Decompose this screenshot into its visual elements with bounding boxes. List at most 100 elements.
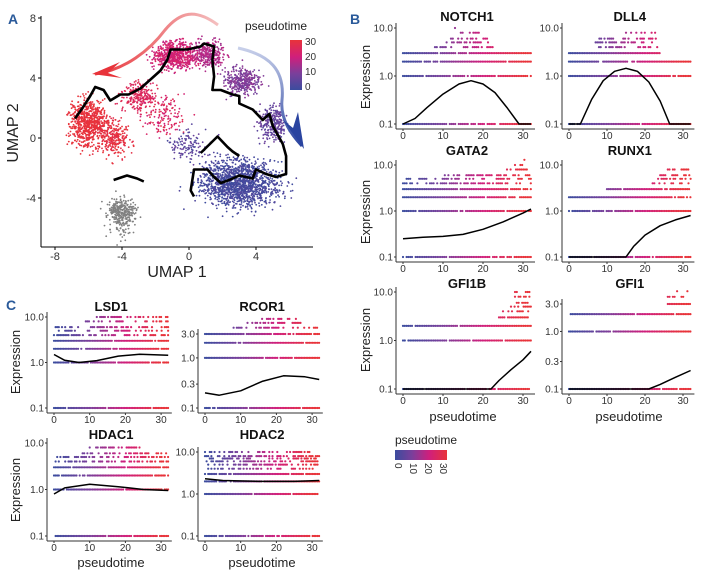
- umap-point: [195, 153, 197, 155]
- umap-point: [248, 195, 250, 197]
- umap-point: [102, 99, 104, 101]
- umap-point: [235, 191, 237, 193]
- umap-point: [246, 80, 248, 82]
- umap-point: [198, 133, 200, 135]
- umap-point: [182, 38, 184, 40]
- umap-point: [143, 99, 145, 101]
- umap-point: [157, 58, 159, 60]
- umap-point: [229, 188, 231, 190]
- umap-point: [249, 201, 251, 203]
- umap-point: [232, 187, 234, 189]
- umap-point: [133, 100, 135, 102]
- umap-point: [240, 206, 242, 208]
- umap-point: [280, 126, 282, 128]
- umap-point: [152, 47, 154, 49]
- umap-point: [177, 94, 179, 96]
- umap-point: [201, 52, 203, 54]
- umap-point: [87, 91, 89, 93]
- umap-point: [173, 59, 175, 61]
- umap-point: [205, 198, 207, 200]
- umap-point-unassigned: [121, 213, 123, 215]
- umap-point: [74, 140, 76, 142]
- umap-point: [219, 156, 221, 158]
- umap-point: [240, 69, 242, 71]
- umap-point: [248, 95, 250, 97]
- umap-point: [286, 115, 288, 117]
- umap-point: [82, 93, 84, 95]
- umap-point: [102, 150, 104, 152]
- umap-point: [202, 65, 204, 67]
- umap-point: [101, 125, 103, 127]
- umap-point: [235, 172, 237, 174]
- umap-point: [89, 121, 91, 123]
- umap-point: [271, 114, 273, 116]
- umap-point: [249, 180, 251, 182]
- umap-point: [238, 70, 240, 72]
- umap-point: [117, 126, 119, 128]
- umap-point: [150, 90, 152, 92]
- umap-point: [149, 123, 151, 125]
- umap-point: [89, 154, 91, 156]
- umap-point-unassigned: [123, 200, 125, 202]
- umap-point: [205, 162, 207, 164]
- umap-point: [161, 55, 163, 57]
- umap-point: [182, 54, 184, 56]
- umap-point: [255, 184, 257, 186]
- umap-point: [249, 159, 251, 161]
- umap-point: [84, 140, 86, 142]
- umap-point: [277, 191, 279, 193]
- umap-point: [177, 52, 179, 54]
- umap-point: [195, 65, 197, 67]
- umap-point: [255, 189, 257, 191]
- umap-point-unassigned: [137, 207, 139, 209]
- umap-point: [283, 133, 285, 135]
- umap-point: [274, 180, 276, 182]
- umap-point: [151, 59, 153, 61]
- umap-point: [263, 75, 265, 77]
- umap-point: [267, 121, 269, 123]
- expression-point: [422, 75, 424, 77]
- umap-point: [219, 62, 221, 64]
- umap-point: [132, 84, 134, 86]
- umap-point: [212, 180, 214, 182]
- umap-point: [234, 189, 236, 191]
- umap-point: [193, 135, 195, 137]
- umap-point: [86, 139, 88, 141]
- umap-point: [233, 204, 235, 206]
- umap-point: [280, 180, 282, 182]
- umap-point: [118, 123, 120, 125]
- umap-point: [199, 51, 201, 53]
- umap-point: [139, 120, 141, 122]
- umap-point: [79, 140, 81, 142]
- umap-point: [253, 215, 255, 217]
- umap-point: [260, 84, 262, 86]
- umap-point: [148, 114, 150, 116]
- umap-point: [200, 38, 202, 40]
- umap-point: [215, 189, 217, 191]
- umap-point: [151, 93, 153, 95]
- umap-point: [137, 110, 139, 112]
- umap-point: [284, 196, 286, 198]
- umap-point: [85, 131, 87, 133]
- umap-point: [283, 192, 285, 194]
- umap-point: [94, 112, 96, 114]
- umap-point: [253, 156, 255, 158]
- umap-point: [110, 137, 112, 139]
- umap-point-unassigned: [115, 210, 117, 212]
- umap-point: [242, 155, 244, 157]
- umap-point: [225, 176, 227, 178]
- umap-point: [241, 200, 243, 202]
- umap-point: [226, 160, 228, 162]
- umap-point: [218, 56, 220, 58]
- umap-point: [218, 48, 220, 50]
- umap-point-unassigned: [123, 229, 125, 231]
- umap-point: [116, 103, 118, 105]
- umap-point: [70, 131, 72, 133]
- umap-point: [262, 188, 264, 190]
- umap-point-unassigned: [132, 212, 134, 214]
- umap-point: [228, 200, 230, 202]
- umap-point-unassigned: [124, 239, 126, 241]
- umap-point-unassigned: [134, 224, 136, 226]
- umap-point-unassigned: [127, 214, 129, 216]
- umap-point: [198, 147, 200, 149]
